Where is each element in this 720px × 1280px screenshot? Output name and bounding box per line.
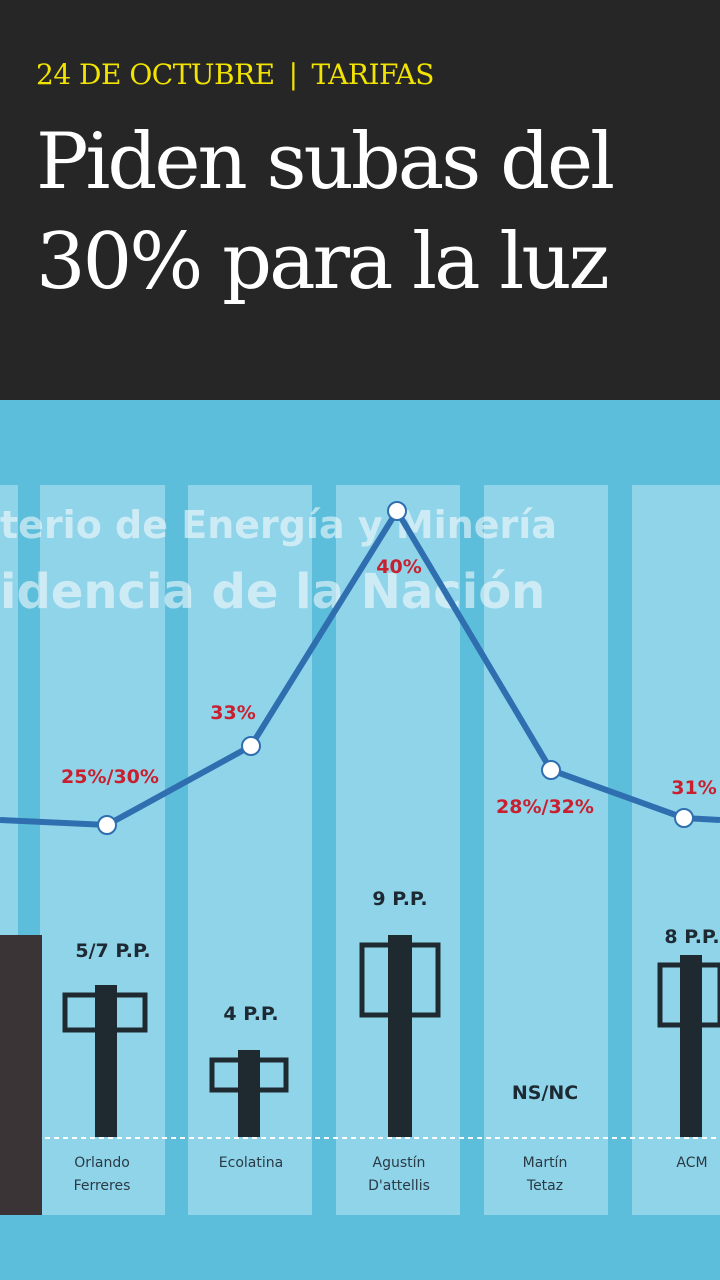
infographic-photo: terio de Energía y Minería idencia de la… — [0, 400, 720, 1280]
tower — [238, 1050, 260, 1137]
points — [97, 501, 694, 835]
tower — [95, 985, 117, 1137]
headline-line: Piden subas del — [36, 117, 615, 207]
towers — [62, 935, 720, 1137]
headline: Piden subas del 30% para la luz — [36, 112, 716, 312]
name: Tetaz — [526, 1178, 563, 1194]
points-label: NS/NC — [512, 1082, 578, 1104]
point — [674, 808, 694, 828]
name: Orlando — [74, 1155, 130, 1171]
column — [632, 485, 720, 1215]
date: 24 DE OCTUBRE — [36, 58, 275, 91]
tower — [680, 955, 702, 1137]
headline-line: 30% para la luz — [36, 217, 610, 307]
story-header: 24 DE OCTUBRE | TARIFAS Piden subas del 30%… — [0, 0, 720, 400]
tower — [657, 962, 720, 1028]
person — [0, 935, 42, 1215]
increase-label: 33% — [210, 702, 255, 724]
point — [387, 501, 407, 521]
point — [541, 760, 561, 780]
point — [241, 736, 261, 756]
column — [484, 485, 608, 1215]
points-label: 9 P.P. — [372, 888, 427, 910]
name: D'attellis — [368, 1178, 430, 1194]
point — [97, 815, 117, 835]
increase-label: 28%/32% — [496, 796, 594, 818]
tower — [388, 935, 412, 1137]
name: Martín — [523, 1155, 568, 1171]
increase-label: 40% — [376, 556, 421, 578]
name: ACM — [676, 1155, 707, 1171]
separator: | — [288, 58, 298, 91]
name: Ecolatina — [219, 1155, 283, 1171]
tower — [359, 942, 441, 1018]
increase-label: 25%/30% — [61, 766, 159, 788]
watermark: idencia de la Nación — [0, 564, 545, 620]
increase-label: 31% — [671, 777, 716, 799]
section: TARIFAS — [311, 58, 435, 91]
name: Agustín — [373, 1155, 426, 1171]
points-label: 5/7 P.P. — [75, 940, 150, 962]
points-label: 4 P.P. — [223, 1003, 278, 1025]
tower — [62, 992, 148, 1033]
tower — [209, 1057, 289, 1093]
watermark: terio de Energía y Minería — [0, 503, 557, 547]
points-label: 8 P.P. — [664, 926, 719, 948]
kicker: 24 DE OCTUBRE | TARIFAS — [36, 58, 434, 91]
name: Ferreres — [74, 1178, 131, 1194]
